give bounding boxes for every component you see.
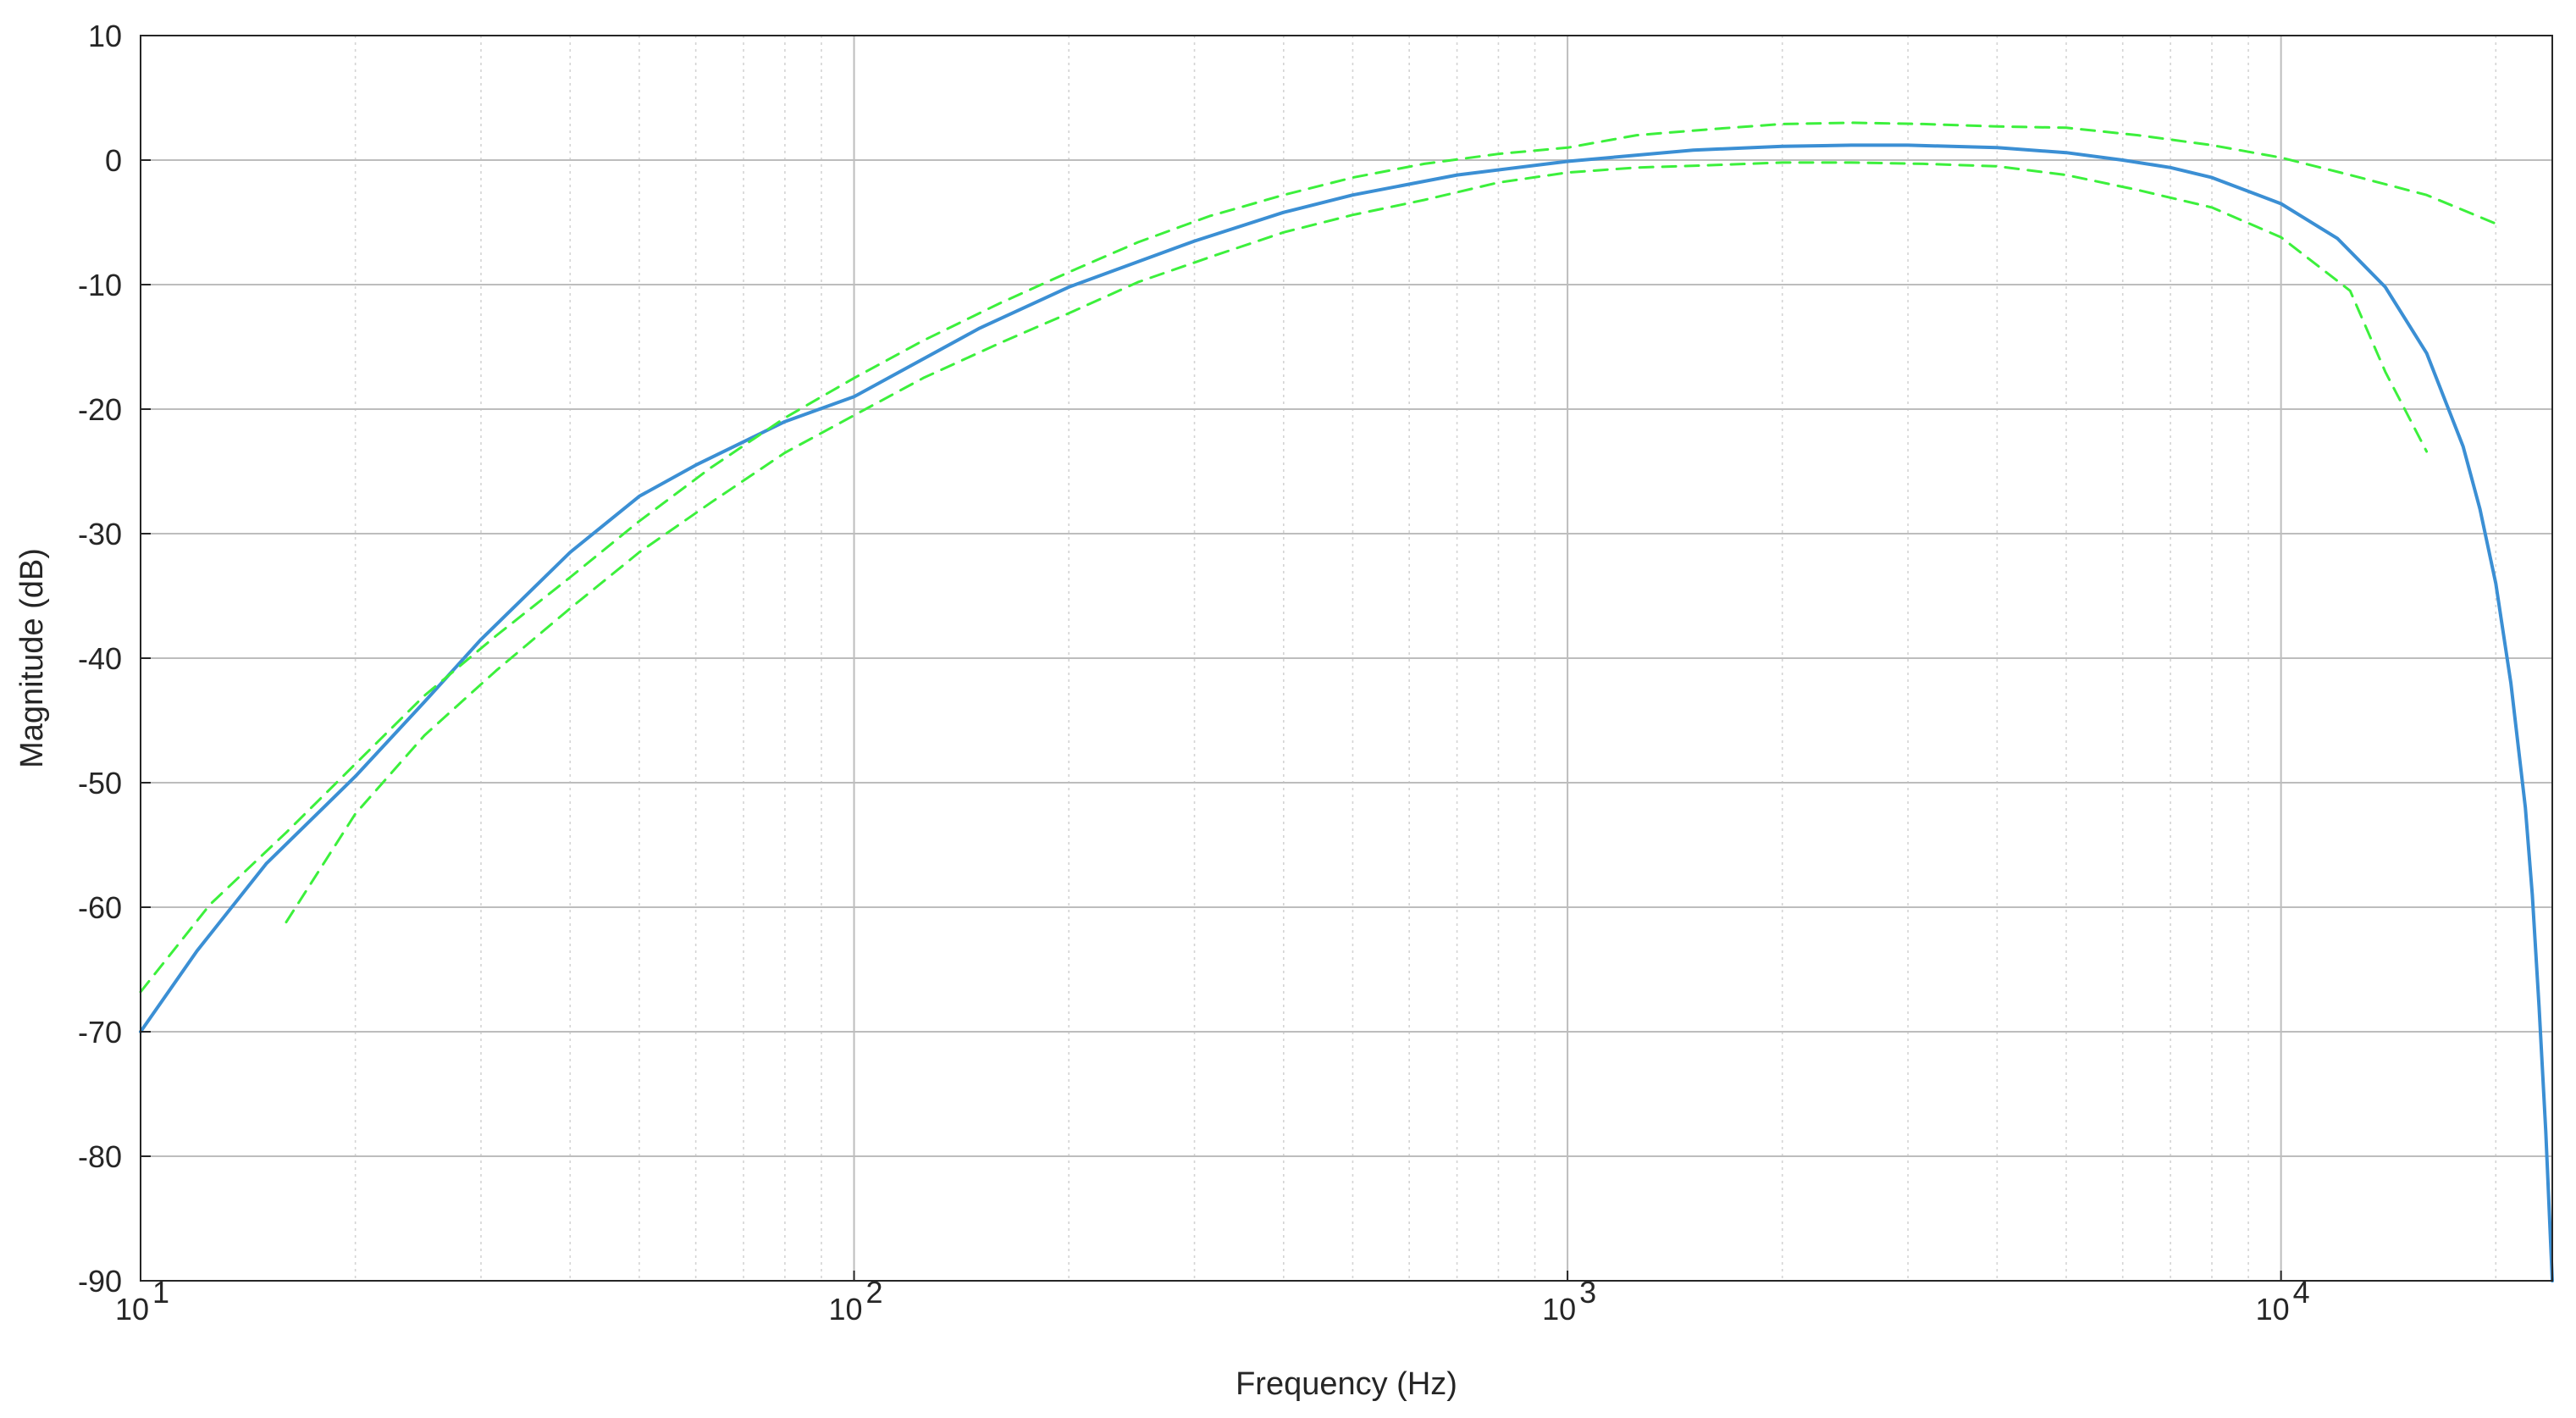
lower-limit-curve [285,161,2429,924]
x-tick-exponent: 2 [866,1275,883,1310]
y-tick-label: 10 [88,19,122,53]
y-tick-label: -20 [78,392,122,427]
x-tick-label: 10 [115,1292,149,1327]
y-axis-title: Magnitude (dB) [14,548,50,768]
upper-limit-curve [139,121,2497,994]
y-tick-label: -10 [78,268,122,302]
x-tick-label: 10 [829,1292,863,1327]
x-tick-exponent: 3 [1579,1275,1596,1310]
y-tick-label: -60 [78,890,122,925]
y-tick-label: -40 [78,641,122,676]
y-tick-label: -90 [78,1264,122,1299]
x-tick-label: 10 [1542,1292,1576,1327]
y-tick-label: -70 [78,1015,122,1050]
x-tick-exponent: 1 [152,1275,169,1310]
y-tick-label: 0 [105,143,122,178]
y-tick-label: -50 [78,766,122,800]
x-tick-exponent: 4 [2293,1275,2310,1310]
y-tick-label: -30 [78,517,122,551]
x-axis-title: Frequency (Hz) [1235,1366,1457,1402]
grid [141,36,2552,1281]
x-tick-label: 10 [2256,1292,2290,1327]
series-layer [139,121,2554,1282]
y-tick-label: -80 [78,1139,122,1174]
response-curve [139,143,2554,1282]
